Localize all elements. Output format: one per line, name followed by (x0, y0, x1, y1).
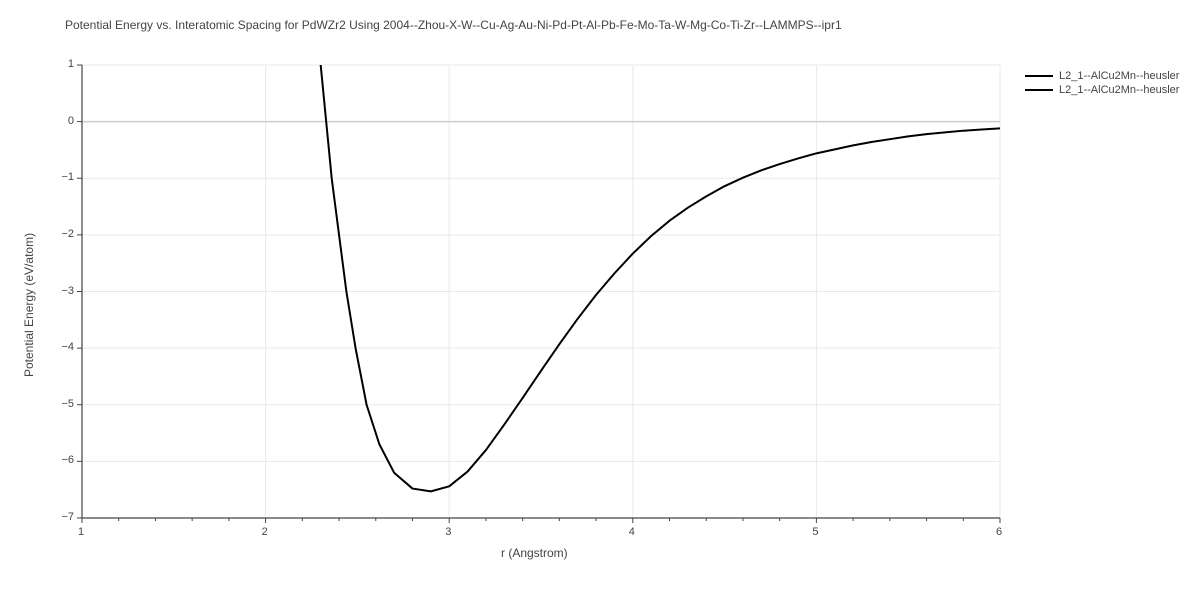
x-tick-label: 3 (445, 526, 451, 538)
plot-area (0, 0, 1200, 600)
series-line (321, 65, 1000, 491)
y-tick-label: −7 (61, 511, 74, 523)
y-tick-label: 0 (68, 115, 74, 127)
x-tick-label: 4 (629, 526, 635, 538)
x-tick-label: 5 (812, 526, 818, 538)
legend-label: L2_1--AlCu2Mn--heusler (1059, 70, 1179, 82)
chart-container: Potential Energy vs. Interatomic Spacing… (0, 0, 1200, 600)
y-tick-label: −5 (61, 398, 74, 410)
y-tick-label: −1 (61, 171, 74, 183)
y-tick-label: −2 (61, 228, 74, 240)
y-tick-label: −6 (61, 454, 74, 466)
y-tick-label: 1 (68, 58, 74, 70)
legend: L2_1--AlCu2Mn--heusler L2_1--AlCu2Mn--heu… (1025, 70, 1179, 98)
y-tick-label: −4 (61, 341, 74, 353)
legend-swatch (1025, 89, 1053, 91)
legend-label: L2_1--AlCu2Mn--heusler (1059, 84, 1179, 96)
legend-swatch (1025, 75, 1053, 77)
x-tick-label: 6 (996, 526, 1002, 538)
y-tick-label: −3 (61, 285, 74, 297)
legend-item: L2_1--AlCu2Mn--heusler (1025, 84, 1179, 96)
legend-item: L2_1--AlCu2Mn--heusler (1025, 70, 1179, 82)
x-tick-label: 1 (78, 526, 84, 538)
x-tick-label: 2 (262, 526, 268, 538)
